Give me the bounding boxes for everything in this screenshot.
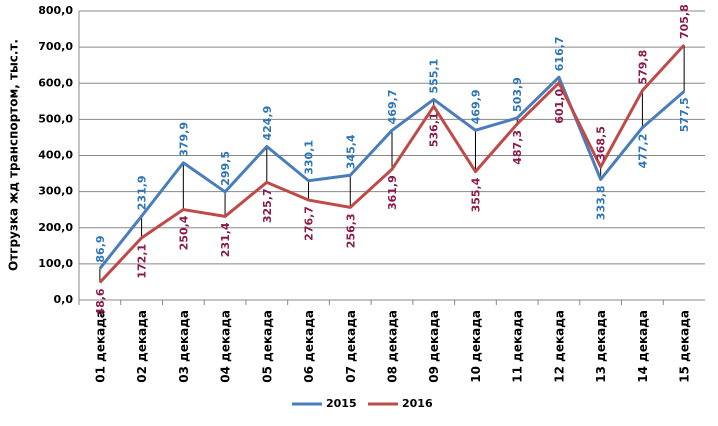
data-label: 231,9 [136,175,149,210]
x-tick-label: 07 декада [344,310,358,383]
data-label: 477,2 [636,134,649,169]
data-label: 601,0 [553,89,566,124]
series-line [98,75,686,270]
data-label: 379,9 [177,122,190,157]
x-tick-label: 03 декада [177,310,191,383]
data-label: 345,4 [344,134,357,169]
data-label: 577,5 [678,97,691,132]
data-label: 333,8 [595,185,608,220]
y-tick-label: 0,0 [54,293,74,306]
x-tick-label: 11 декада [511,310,525,383]
y-tick-label: 300,0 [38,185,73,198]
x-tick-label: 06 декада [302,310,316,383]
data-label: 487,3 [511,130,524,165]
data-label: 361,9 [386,175,399,210]
data-label: 424,9 [261,106,274,141]
x-tick-label: 01 декада [93,310,107,383]
data-label: 256,3 [344,213,357,248]
data-label: 330,1 [303,140,316,175]
data-label: 469,7 [386,90,399,125]
data-label: 325,7 [261,188,274,223]
legend-label: 2015 [326,397,357,410]
x-tick-label: 14 декада [636,310,650,383]
legend-label: 2016 [402,397,433,410]
y-tick-label: 200,0 [38,221,73,234]
y-tick-label: 100,0 [38,257,73,270]
x-tick-label: 08 декада [386,310,400,383]
y-axis-title: Отгрузка жд транспортом, тыс.т. [7,39,21,271]
series-line [98,44,686,284]
data-label: 299,5 [219,151,232,186]
data-label: 368,5 [595,126,608,161]
x-tick-label: 04 декада [219,310,233,383]
data-label: 231,4 [219,222,232,257]
data-label: 48,6 [94,288,107,315]
data-label: 469,9 [469,89,482,124]
x-tick-label: 05 декада [260,310,274,383]
y-tick-label: 700,0 [38,40,73,53]
data-label: 705,8 [678,4,691,39]
data-label: 555,1 [428,59,441,94]
data-label: 355,4 [469,177,482,212]
data-label: 616,7 [553,36,566,71]
data-label: 536,1 [428,112,441,147]
data-label: 579,8 [636,50,649,85]
y-tick-label: 800,0 [38,4,73,17]
data-label: 86,9 [94,235,107,262]
data-label: 172,1 [136,244,149,279]
x-tick-label: 12 декада [552,310,566,383]
x-tick-label: 15 декада [678,310,692,383]
data-label: 276,7 [303,206,316,241]
x-tick-label: 10 декада [469,310,483,383]
x-tick-label: 13 декада [594,310,608,383]
data-label: 250,4 [177,215,190,250]
y-tick-label: 500,0 [38,112,73,125]
x-tick-label: 02 декада [135,310,149,383]
x-tick-label: 09 декада [427,310,441,383]
data-label: 503,9 [511,77,524,112]
y-tick-label: 600,0 [38,76,73,89]
y-tick-label: 400,0 [38,149,73,162]
